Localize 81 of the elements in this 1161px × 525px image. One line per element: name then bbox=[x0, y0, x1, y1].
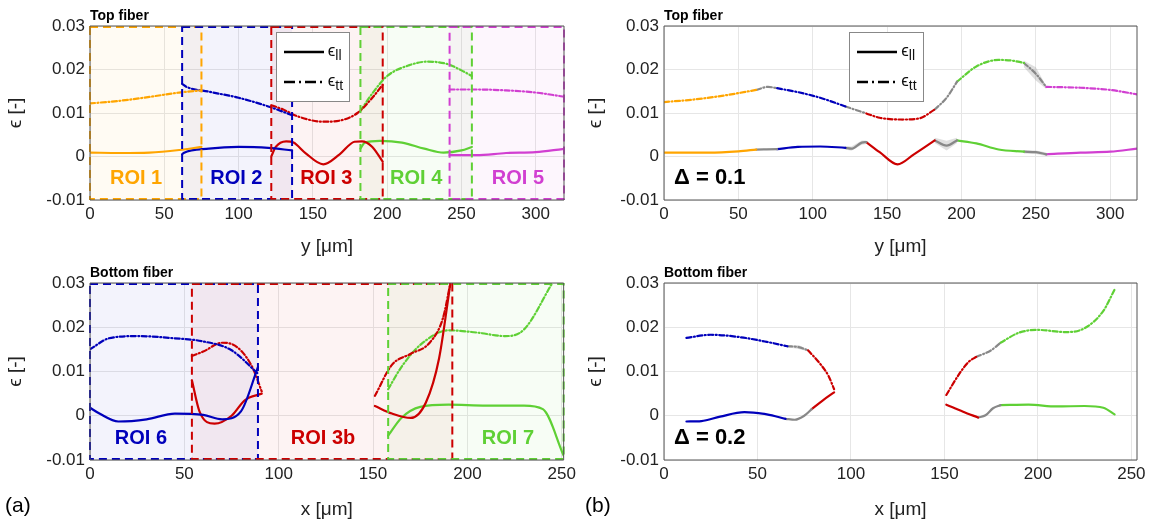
x-tick-label: 250 bbox=[1117, 463, 1146, 483]
y-axis-title: ϵ [-] bbox=[3, 97, 25, 129]
y-tick-label: 0 bbox=[649, 405, 659, 425]
y-tick-label: -0.01 bbox=[620, 189, 659, 209]
x-tick-label: 250 bbox=[547, 463, 576, 483]
x-axis-title: x [μm] bbox=[300, 497, 353, 519]
x-tick-label: 200 bbox=[372, 203, 402, 223]
band-label: ROI 3 bbox=[300, 165, 353, 188]
y-tick-label: 0 bbox=[75, 405, 85, 425]
x-tick-label: 200 bbox=[453, 463, 482, 483]
annotation: Δ = 0.2 bbox=[674, 424, 746, 450]
line-series bbox=[945, 355, 978, 397]
y-tick-label: 0.01 bbox=[625, 102, 659, 122]
y-tick-label: 0.02 bbox=[51, 59, 85, 79]
x-tick-label: 50 bbox=[748, 463, 767, 483]
band-label: ROI 6 bbox=[114, 425, 168, 448]
line-series bbox=[999, 403, 1116, 416]
line-series bbox=[999, 288, 1116, 344]
x-tick-label: 100 bbox=[798, 203, 827, 223]
line-series bbox=[775, 87, 847, 108]
x-axis-title: y [μm] bbox=[874, 234, 927, 256]
y-tick-label: 0.03 bbox=[51, 15, 85, 35]
annotation: Δ = 0.1 bbox=[674, 164, 746, 190]
band-label: ROI 4 bbox=[390, 165, 444, 188]
x-tick-label: 100 bbox=[836, 463, 866, 483]
line-series bbox=[865, 108, 936, 121]
y-tick-label: 0.01 bbox=[51, 102, 85, 122]
x-tick-label: 50 bbox=[174, 463, 194, 483]
style-key: ϵ$_{ll}$ ϵ$_{tt}$ bbox=[275, 32, 351, 102]
y-tick-label: 0.03 bbox=[625, 15, 659, 35]
chart-title: Top fiber bbox=[90, 6, 150, 23]
y-axis-title: ϵ [-] bbox=[583, 97, 605, 129]
x-tick-label: 50 bbox=[728, 203, 748, 223]
band-label: ROI 7 bbox=[481, 425, 535, 448]
annotation: ϵ$_{tt}$ bbox=[901, 70, 917, 94]
annotation: ϵ$_{ll}$ bbox=[327, 40, 342, 64]
text: (a) bbox=[5, 493, 31, 517]
y-tick-label: -0.01 bbox=[620, 449, 659, 469]
x-tick-label: 150 bbox=[298, 203, 328, 223]
line-series bbox=[784, 408, 813, 421]
x-tick-label: 300 bbox=[521, 203, 550, 223]
y-axis-title: ϵ [-] bbox=[583, 356, 605, 387]
style-key: ϵ$_{ll}$ ϵ$_{tt}$ bbox=[849, 32, 924, 102]
chart-title: Bottom fiber bbox=[90, 263, 174, 280]
y-tick-label: 0.01 bbox=[625, 361, 659, 381]
line-series bbox=[976, 404, 1002, 419]
y-tick-label: -0.01 bbox=[46, 449, 85, 469]
y-tick-label: 0.03 bbox=[625, 272, 659, 292]
x-tick-label: 200 bbox=[1023, 463, 1053, 483]
y-tick-label: 0.02 bbox=[625, 316, 659, 336]
x-tick-label: 250 bbox=[1021, 203, 1051, 223]
x-axis-title: y [μm] bbox=[300, 234, 354, 256]
line-series bbox=[664, 88, 758, 104]
x-tick-label: 150 bbox=[930, 463, 959, 483]
y-tick-label: 0.02 bbox=[625, 59, 659, 79]
x-tick-label: 300 bbox=[1096, 203, 1125, 223]
y-tick-label: 0 bbox=[649, 146, 659, 166]
y-axis-title: ϵ [-] bbox=[3, 356, 25, 387]
x-tick-label: 50 bbox=[154, 203, 174, 223]
x-tick-label: 150 bbox=[358, 463, 388, 483]
chart-title: Top fiber bbox=[664, 6, 724, 23]
x-tick-label: 200 bbox=[947, 203, 976, 223]
y-tick-label: 0.01 bbox=[51, 361, 85, 381]
y-tick-label: 0.03 bbox=[51, 272, 85, 292]
annotation: ϵ$_{tt}$ bbox=[327, 70, 344, 94]
band-label: ROI 5 bbox=[491, 165, 545, 188]
x-axis-title: x [μm] bbox=[874, 497, 927, 519]
x-tick-label: 150 bbox=[872, 203, 902, 223]
chart-title: Bottom fiber bbox=[664, 263, 748, 280]
band-label: ROI 3b bbox=[290, 425, 356, 448]
y-tick-label: 0.02 bbox=[51, 316, 85, 336]
annotation: ϵ$_{ll}$ bbox=[901, 40, 916, 64]
y-tick-label: 0 bbox=[75, 146, 85, 166]
text: (b) bbox=[585, 493, 611, 517]
x-tick-label: 100 bbox=[224, 203, 253, 223]
y-tick-label: -0.01 bbox=[46, 189, 85, 209]
x-tick-label: 100 bbox=[264, 463, 293, 483]
band-label: ROI 2 bbox=[210, 165, 263, 188]
line-series bbox=[685, 411, 787, 423]
band-label: ROI 1 bbox=[109, 165, 163, 188]
x-tick-label: 250 bbox=[447, 203, 476, 223]
